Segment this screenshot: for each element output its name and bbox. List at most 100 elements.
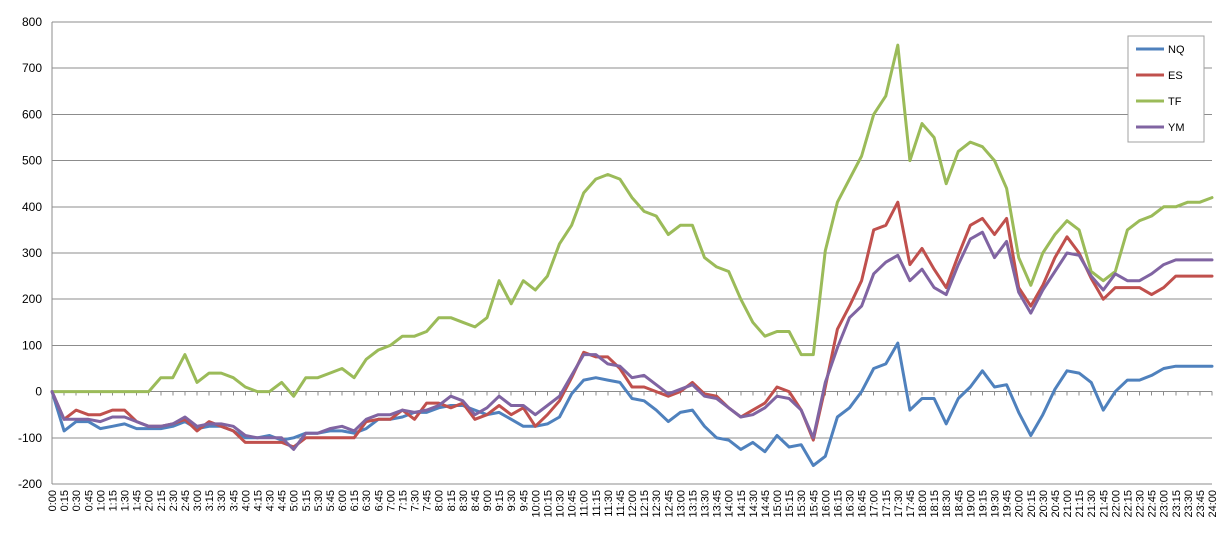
y-tick-label: 200 (22, 292, 42, 306)
x-tick-label: 8:45 (470, 490, 482, 511)
x-tick-label: 7:30 (410, 490, 422, 511)
x-tick-label: 3:00 (192, 490, 204, 511)
series-lines (50, 43, 1214, 467)
x-tick-label: 5:45 (325, 490, 337, 511)
x-tick-label: 7:45 (422, 490, 434, 511)
x-tick-label: 1:00 (95, 490, 107, 511)
x-tick-label: 19:15 (977, 490, 989, 518)
x-tick-label: 14:15 (736, 490, 748, 518)
x-tick-label: 3:15 (204, 490, 216, 511)
x-tick-label: 9:30 (506, 490, 518, 511)
x-tick-label: 13:00 (675, 490, 687, 518)
gridlines (52, 21, 1212, 485)
x-tick-label: 13:15 (687, 490, 699, 518)
x-tick-label: 0:45 (83, 490, 95, 511)
x-tick-label: 4:15 (252, 490, 264, 511)
y-axis-tick-labels: -200 -100 0 100 200 300 400 500 600 700 800 (18, 15, 42, 491)
x-tick-label: 14:00 (724, 490, 736, 518)
legend-box (1127, 35, 1205, 143)
y-tick-label: 500 (22, 154, 42, 168)
x-tick-label: 8:15 (446, 490, 458, 511)
legend: NQ ES TF YM (1127, 35, 1205, 143)
x-tick-label: 20:15 (1026, 490, 1038, 518)
series-line-es (50, 200, 1214, 449)
x-tick-label: 0:30 (71, 490, 83, 511)
x-tick-label: 6:30 (361, 490, 373, 511)
x-tick-label: 22:15 (1122, 490, 1134, 518)
x-tick-label: 4:30 (265, 490, 277, 511)
x-tick-label: 16:30 (845, 490, 857, 518)
x-tick-label: 22:00 (1110, 490, 1122, 518)
x-tick-label: 3:45 (228, 490, 240, 511)
x-tick-label: 13:45 (712, 490, 724, 518)
x-tick-label: 11:30 (603, 490, 615, 517)
x-tick-label: 23:30 (1183, 490, 1195, 518)
y-tick-label: -200 (18, 477, 42, 491)
x-tick-label: 17:30 (893, 490, 905, 518)
x-tick-label: 2:15 (156, 490, 168, 511)
y-tick-label: 100 (22, 338, 42, 352)
x-tick-label: 4:00 (240, 490, 252, 511)
x-tick-label: 12:45 (663, 490, 675, 518)
x-tick-label: 21:45 (1098, 490, 1110, 518)
x-tick-label: 23:15 (1171, 490, 1183, 518)
x-tick-label: 5:00 (289, 490, 301, 511)
legend-label-ym: YM (1168, 122, 1185, 134)
x-tick-label: 7:15 (397, 490, 409, 511)
x-tick-label: 15:45 (808, 490, 820, 518)
x-tick-label: 7:00 (385, 490, 397, 511)
x-tick-label: 10:45 (567, 490, 579, 518)
x-tick-label: 0:15 (59, 490, 71, 511)
y-tick-label: 800 (22, 15, 42, 29)
x-tick-label: 15:15 (784, 490, 796, 518)
x-tick-label: 17:45 (905, 490, 917, 518)
x-tick-label: 2:00 (144, 490, 156, 511)
x-tick-label: 18:45 (953, 490, 965, 518)
legend-label-es: ES (1168, 70, 1183, 82)
x-tick-label: 8:00 (434, 490, 446, 511)
x-tick-label: 16:45 (857, 490, 869, 518)
legend-label-nq: NQ (1168, 44, 1185, 56)
x-tick-label: 10:00 (530, 490, 542, 518)
y-tick-label: 700 (22, 61, 42, 75)
y-tick-label: -100 (18, 431, 42, 445)
x-tick-label: 12:30 (651, 490, 663, 518)
x-tick-label: 21:30 (1086, 490, 1098, 518)
x-tick-label: 8:30 (458, 490, 470, 511)
x-tick-label: 11:00 (579, 490, 591, 517)
x-tick-label: 13:30 (700, 490, 712, 518)
x-tick-label: 12:15 (639, 490, 651, 518)
x-tick-label: 9:45 (518, 490, 530, 511)
x-tick-label: 21:00 (1062, 490, 1074, 518)
x-tick-label: 20:30 (1038, 490, 1050, 518)
x-tick-label: 18:15 (929, 490, 941, 518)
x-tick-label: 20:45 (1050, 490, 1062, 518)
x-tick-label: 17:15 (881, 490, 893, 518)
x-tick-label: 11:45 (615, 490, 627, 517)
x-tick-label: 12:00 (627, 490, 639, 518)
x-tick-label: 4:45 (277, 490, 289, 511)
x-tick-label: 6:15 (349, 490, 361, 511)
x-tick-label: 16:00 (820, 490, 832, 518)
x-tick-label: 6:45 (373, 490, 385, 511)
legend-label-tf: TF (1168, 96, 1182, 108)
x-tick-label: 19:30 (990, 490, 1002, 518)
x-axis-tick-labels: 0:00 0:15 0:30 0:45 1:00 1:15 1:30 1:45 2:00 2:15… (47, 490, 1219, 518)
x-tick-label: 14:45 (760, 490, 772, 518)
x-tick-label: 5:15 (301, 490, 313, 511)
x-tick-label: 21:15 (1074, 490, 1086, 518)
x-tick-label: 6:00 (337, 490, 349, 511)
x-tick-label: 14:30 (748, 490, 760, 518)
y-tick-label: 600 (22, 107, 42, 121)
x-tick-label: 16:15 (832, 490, 844, 518)
x-tick-label: 11:15 (591, 490, 603, 517)
series-line-ym (50, 230, 1214, 451)
x-tick-label: 22:30 (1135, 490, 1147, 518)
x-tick-label: 19:00 (965, 490, 977, 518)
x-tick-label: 15:30 (796, 490, 808, 518)
x-tick-label: 22:45 (1147, 490, 1159, 518)
x-tick-label: 10:15 (542, 490, 554, 518)
x-tick-label: 1:45 (132, 490, 144, 511)
x-tick-label: 23:45 (1195, 490, 1207, 518)
